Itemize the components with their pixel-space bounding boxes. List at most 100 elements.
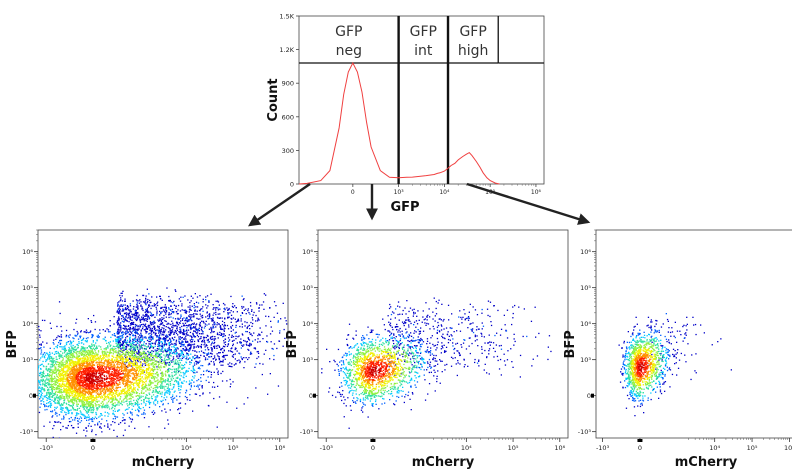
scatter-point	[206, 312, 208, 314]
scatter-point	[47, 405, 49, 408]
scatter-point	[49, 322, 51, 324]
scatter-point	[185, 348, 187, 351]
scatter-point	[146, 356, 149, 358]
scatter-point	[169, 333, 171, 336]
scatter-point	[44, 395, 47, 397]
scatter-point	[65, 359, 67, 362]
scatter-point	[102, 406, 104, 408]
scatter-point	[181, 309, 183, 311]
scatter-point	[198, 388, 200, 390]
scatter-point	[119, 350, 121, 352]
scatter-point	[242, 345, 244, 347]
scatter-point	[249, 353, 252, 355]
scatter-point	[53, 388, 56, 391]
scatter-point	[76, 344, 78, 346]
scatter-point	[218, 356, 220, 358]
scatter-point	[163, 337, 165, 339]
scatter-point	[24, 373, 25, 374]
scatter-point	[237, 318, 239, 320]
scatter-point	[184, 373, 186, 375]
scatter-point	[129, 402, 131, 404]
scatter-point	[158, 353, 161, 355]
scatter-point	[19, 406, 20, 407]
scatter-point	[128, 348, 130, 350]
scatter-point	[116, 399, 118, 401]
scatter-point	[161, 382, 163, 384]
scatter-point	[177, 381, 179, 383]
scatter-point	[137, 312, 139, 314]
scatter-point	[142, 383, 144, 385]
scatter-point	[160, 307, 162, 310]
scatter-point	[246, 344, 248, 346]
scatter-point	[183, 348, 185, 351]
scatter-point	[246, 331, 248, 333]
scatter-point	[228, 350, 230, 352]
scatter-point	[166, 387, 169, 389]
scatter-point	[148, 343, 150, 345]
scatter-point	[95, 405, 97, 407]
scatter-point	[108, 356, 110, 358]
scatter-point	[187, 329, 190, 331]
scatter-point	[189, 335, 191, 337]
scatter-point	[277, 320, 279, 322]
scatter-point	[159, 369, 162, 371]
scatter-point	[187, 334, 189, 336]
scatter-point	[48, 405, 50, 407]
scatter-point	[167, 377, 169, 380]
scatter-point	[89, 407, 91, 409]
scatter-point	[47, 353, 49, 355]
scatter-point	[200, 333, 202, 335]
scatter-point	[154, 343, 156, 345]
scatter-point	[125, 333, 127, 335]
scatter-point	[181, 368, 183, 370]
scatter-point	[86, 410, 88, 413]
scatter-point	[192, 410, 194, 412]
scatter-point	[61, 382, 64, 385]
scatter-point	[40, 343, 42, 345]
scatter-point	[147, 306, 149, 308]
scatter-point	[52, 386, 54, 388]
scatter-point	[129, 303, 131, 305]
scatter-point	[206, 353, 208, 355]
scatter-point	[241, 295, 243, 297]
scatter-point	[43, 365, 45, 368]
scatter-point	[122, 314, 124, 317]
scatter-point	[149, 359, 152, 362]
scatter-point	[158, 380, 160, 382]
scatter-point	[86, 353, 89, 355]
scatter-point	[126, 328, 128, 331]
scatter-point	[148, 304, 150, 307]
scatter-point	[182, 348, 184, 350]
scatter-point	[40, 396, 42, 399]
scatter-point	[148, 333, 150, 335]
scatter-point	[214, 341, 216, 344]
scatter-point	[54, 377, 56, 379]
scatter-point	[129, 349, 132, 351]
scatter-point	[186, 324, 188, 327]
scatter-point	[150, 307, 152, 310]
scatter-point	[158, 338, 160, 340]
scatter-point	[190, 353, 192, 355]
scatter-point	[165, 326, 167, 328]
scatter-point	[91, 343, 93, 345]
scatter-point	[156, 387, 159, 389]
scatter-point	[231, 366, 233, 368]
scatter-point	[190, 295, 192, 297]
scatter-point	[188, 315, 190, 317]
scatter-point	[143, 353, 146, 355]
scatter-point	[150, 336, 152, 339]
scatter-point	[160, 319, 162, 321]
scatter-point	[154, 396, 156, 398]
scatter-point	[133, 391, 135, 393]
scatter-point	[68, 400, 70, 402]
scatter-point	[87, 357, 89, 359]
scatter-point	[147, 324, 149, 327]
scatter-point	[104, 330, 106, 332]
scatter-point	[220, 334, 223, 336]
scatter-point	[158, 332, 160, 334]
scatter-point	[212, 335, 214, 338]
scatter-point	[128, 358, 131, 360]
scatter-point	[165, 359, 168, 361]
scatter-point	[183, 356, 185, 359]
scatter-point	[179, 367, 181, 369]
